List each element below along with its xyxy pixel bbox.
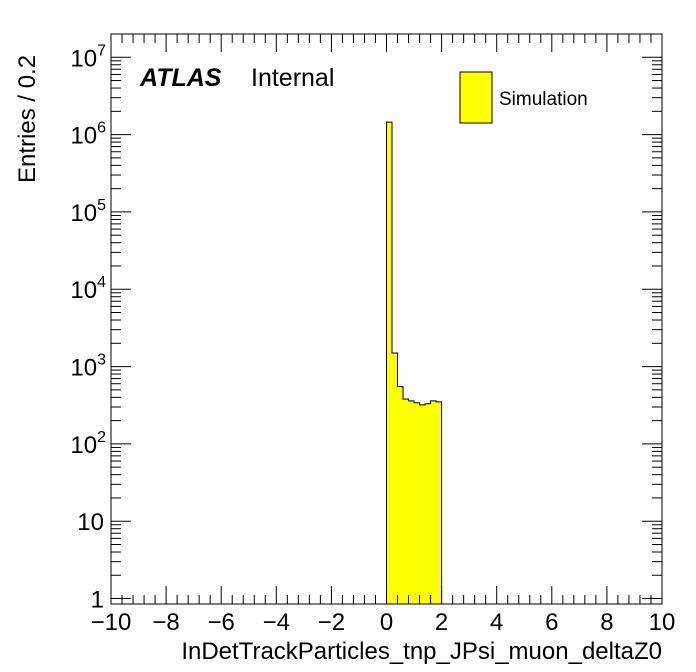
x-tick-label: 4 [490, 609, 503, 636]
x-tick-label: −2 [318, 609, 345, 636]
atlas-logo-text: ATLAS [139, 64, 222, 92]
x-tick-label: 2 [435, 609, 448, 636]
histogram-bar [436, 401, 442, 604]
histogram-bars [386, 121, 443, 605]
legend-swatch-simulation [459, 71, 493, 124]
x-tick-label: 6 [545, 609, 558, 636]
atlas-label: ATLAS Internal [139, 64, 334, 92]
x-tick-label: 0 [380, 609, 393, 636]
x-axis-label: InDetTrackParticles_tnp_JPsi_muon_deltaZ… [181, 638, 662, 665]
y-tick-label: 105 [70, 197, 106, 227]
histogram-bar [397, 386, 404, 604]
histogram-outline [386, 121, 443, 604]
y-tick-label: 1 [91, 587, 104, 614]
legend: Simulation [459, 71, 588, 124]
x-tick-label: 8 [600, 609, 613, 636]
histogram-bar [430, 400, 437, 604]
atlas-status-text: Internal [251, 64, 334, 92]
histogram-bar [392, 352, 398, 604]
y-tick-label: 103 [70, 352, 106, 382]
histogram-bar [403, 399, 409, 604]
x-tick-label: −4 [263, 609, 290, 636]
y-tick-label: 106 [70, 120, 106, 150]
histogram-bar [419, 404, 426, 604]
histogram-bar [386, 122, 393, 605]
x-tick-label: −6 [208, 609, 235, 636]
legend-label-simulation: Simulation [499, 89, 588, 110]
histogram-bar [414, 402, 420, 604]
x-tick-label: −10 [91, 609, 132, 636]
x-tick-label: 10 [649, 609, 676, 636]
y-tick-label: 10 [77, 509, 104, 536]
y-axis-label: Entries / 0.2 [14, 55, 41, 183]
y-tick-label: 102 [70, 429, 106, 459]
histogram-bar [425, 403, 431, 604]
y-tick-label: 107 [70, 42, 106, 72]
histogram-bar [408, 400, 415, 604]
y-tick-label: 104 [70, 274, 106, 304]
x-tick-label: −8 [152, 609, 179, 636]
